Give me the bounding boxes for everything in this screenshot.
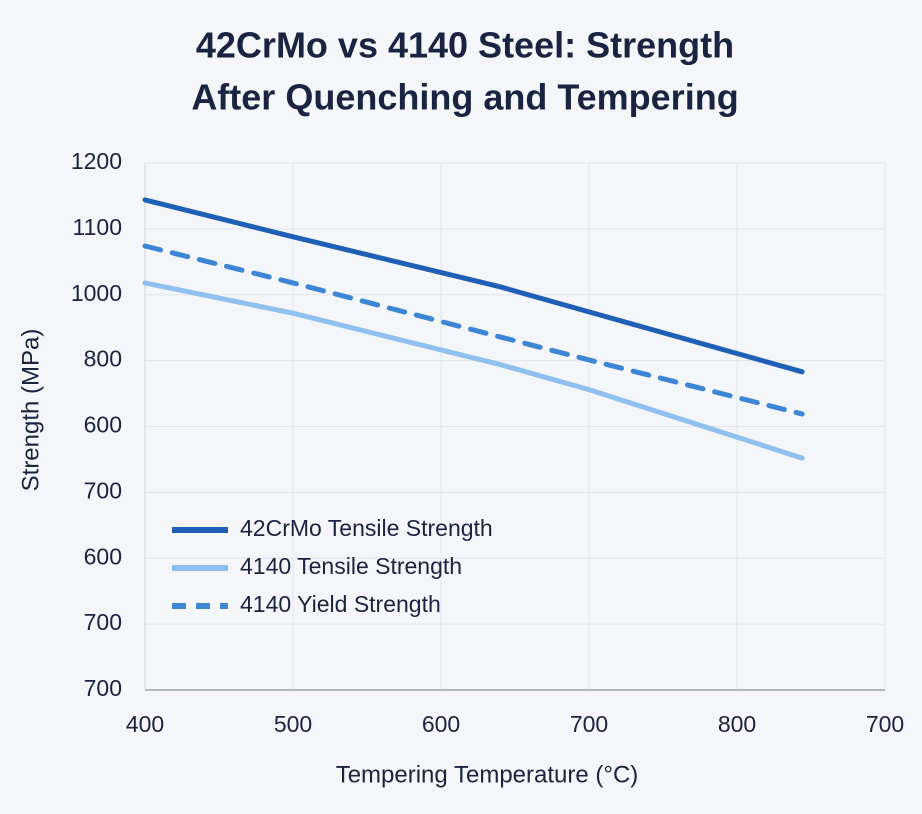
y-tick-label: 700 <box>84 477 122 503</box>
x-tick-label: 400 <box>126 711 164 737</box>
y-tick-label: 1200 <box>71 148 122 174</box>
y-tick-label: 600 <box>84 412 122 438</box>
y-tick-label: 700 <box>84 609 122 635</box>
legend-label: 42CrMo Tensile Strength <box>240 515 493 541</box>
y-tick-label: 1100 <box>73 214 122 240</box>
chart-title: After Quenching and Tempering <box>191 77 738 118</box>
x-tick-label: 700 <box>866 711 904 737</box>
x-tick-label: 500 <box>274 711 312 737</box>
series-line <box>142 243 805 417</box>
legend-label: 4140 Tensile Strength <box>240 553 462 579</box>
series-line <box>142 197 805 375</box>
x-tick-label: 600 <box>422 711 460 737</box>
y-tick-label: 1000 <box>71 280 122 306</box>
y-axis-label: Strength (MPa) <box>17 329 44 492</box>
x-tick-label: 700 <box>570 711 608 737</box>
x-tick-label: 800 <box>718 711 756 737</box>
chart-title: 42CrMo vs 4140 Steel: Strength <box>196 25 734 66</box>
y-tick-label: 600 <box>84 543 122 569</box>
series-line <box>142 280 805 461</box>
x-axis-label: Tempering Temperature (°C) <box>336 761 639 788</box>
legend-label: 4140 Yield Strength <box>240 591 441 617</box>
y-tick-label: 700 <box>84 675 122 701</box>
y-tick-label: 800 <box>84 346 122 372</box>
